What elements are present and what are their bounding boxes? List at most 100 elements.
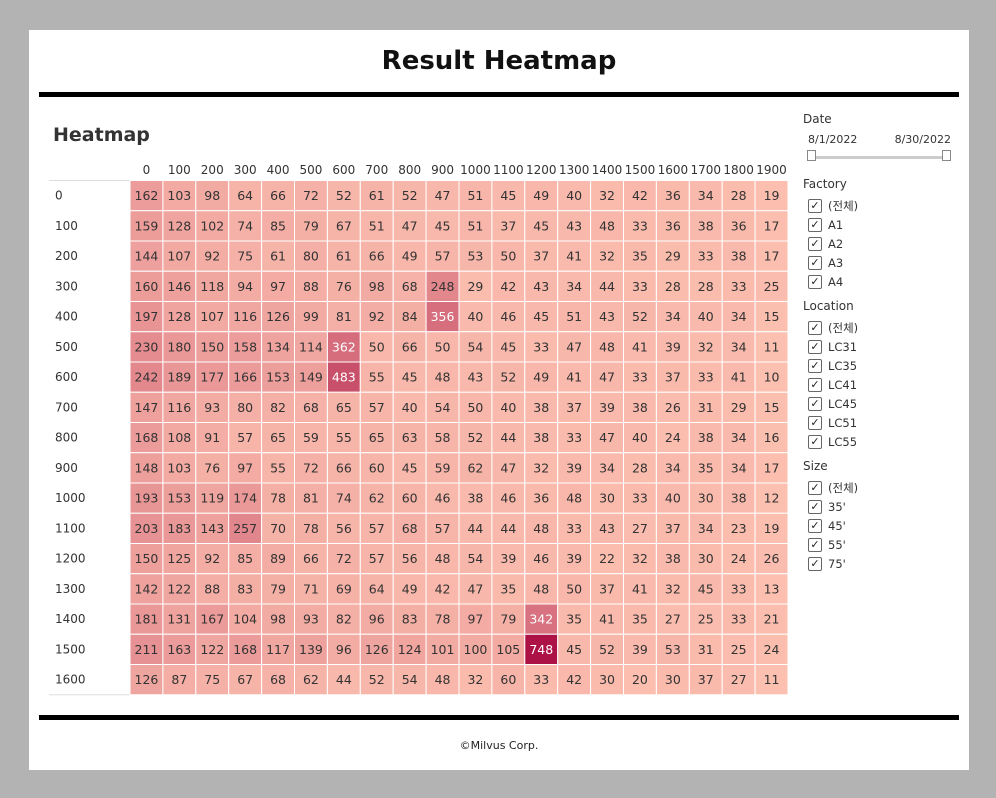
heatmap-cell[interactable]	[425, 210, 460, 242]
heatmap-cell[interactable]	[261, 301, 296, 333]
heatmap-cell[interactable]	[228, 391, 263, 423]
heatmap-cell[interactable]	[129, 361, 164, 393]
heatmap-cell[interactable]	[458, 543, 493, 575]
size-option[interactable]: ✓ 35'	[803, 497, 963, 516]
heatmap-cell[interactable]	[392, 270, 427, 302]
heatmap-cell[interactable]	[688, 603, 723, 635]
heatmap-cell[interactable]	[392, 482, 427, 514]
heatmap-cell[interactable]	[754, 543, 789, 575]
heatmap-cell[interactable]	[688, 301, 723, 333]
heatmap-cell[interactable]	[129, 240, 164, 272]
heatmap-cell[interactable]	[623, 391, 657, 423]
heatmap-cell[interactable]	[228, 180, 263, 212]
checkbox-icon[interactable]: ✓	[808, 320, 822, 335]
heatmap-cell[interactable]	[590, 270, 624, 302]
heatmap-cell[interactable]	[195, 664, 230, 696]
heatmap-cell[interactable]	[688, 180, 723, 212]
heatmap-cell[interactable]	[688, 573, 723, 605]
location-option[interactable]: ✓ (전체)	[803, 318, 963, 337]
heatmap-cell[interactable]	[590, 391, 624, 423]
heatmap-cell[interactable]	[228, 240, 263, 272]
heatmap-cell[interactable]	[425, 512, 460, 544]
heatmap-cell[interactable]	[162, 512, 197, 544]
heatmap-cell[interactable]	[261, 603, 296, 635]
heatmap-cell[interactable]	[491, 543, 526, 575]
date-range-slider[interactable]: 8/1/2022 8/30/2022	[803, 131, 963, 167]
heatmap-cell[interactable]	[590, 664, 624, 696]
heatmap-cell[interactable]	[129, 633, 164, 665]
heatmap-cell[interactable]	[458, 361, 493, 393]
heatmap-cell[interactable]	[261, 210, 296, 242]
heatmap-cell[interactable]	[129, 180, 164, 212]
heatmap-cell[interactable]	[195, 301, 230, 333]
heatmap-cell[interactable]	[458, 482, 493, 514]
checkbox-icon[interactable]: ✓	[808, 499, 822, 514]
heatmap-cell[interactable]	[326, 482, 361, 514]
heatmap-cell[interactable]	[294, 512, 328, 544]
factory-option[interactable]: ✓ (전체)	[803, 196, 963, 215]
heatmap-cell[interactable]	[326, 422, 361, 454]
location-option[interactable]: ✓ LC35	[803, 356, 963, 375]
heatmap-cell[interactable]	[359, 633, 394, 665]
heatmap-cell[interactable]	[359, 210, 394, 242]
heatmap-cell[interactable]	[458, 512, 493, 544]
heatmap-cell[interactable]	[228, 270, 263, 302]
heatmap-cell[interactable]	[392, 664, 427, 696]
heatmap-cell[interactable]	[655, 482, 690, 514]
heatmap-cell[interactable]	[491, 482, 526, 514]
heatmap-cell[interactable]	[491, 240, 526, 272]
checkbox-icon[interactable]: ✓	[808, 434, 822, 449]
heatmap-cell[interactable]	[721, 664, 756, 696]
heatmap-cell[interactable]	[688, 361, 723, 393]
heatmap-cell[interactable]	[655, 270, 690, 302]
heatmap-cell[interactable]	[754, 603, 789, 635]
checkbox-icon[interactable]: ✓	[808, 236, 822, 251]
heatmap-cell[interactable]	[557, 391, 592, 423]
heatmap-cell[interactable]	[524, 331, 559, 363]
heatmap-cell[interactable]	[162, 240, 197, 272]
heatmap-cell[interactable]	[162, 210, 197, 242]
heatmap-cell[interactable]	[557, 180, 592, 212]
heatmap-cell[interactable]	[425, 391, 460, 423]
heatmap-cell[interactable]	[392, 240, 427, 272]
heatmap-cell[interactable]	[425, 603, 460, 635]
heatmap-cell[interactable]	[294, 301, 328, 333]
heatmap-cell[interactable]	[129, 331, 164, 363]
heatmap-cell[interactable]	[162, 573, 197, 605]
heatmap-cell[interactable]	[721, 482, 756, 514]
heatmap-cell[interactable]	[557, 664, 592, 696]
heatmap-cell[interactable]	[754, 422, 789, 454]
heatmap-cell[interactable]	[754, 210, 789, 242]
heatmap-cell[interactable]	[261, 543, 296, 575]
heatmap-cell[interactable]	[524, 240, 559, 272]
heatmap-cell[interactable]	[392, 422, 427, 454]
heatmap-cell[interactable]	[326, 270, 361, 302]
heatmap-cell[interactable]	[491, 664, 526, 696]
heatmap-cell[interactable]	[195, 180, 230, 212]
checkbox-icon[interactable]: ✓	[808, 339, 822, 354]
heatmap-cell[interactable]	[458, 603, 493, 635]
heatmap-cell[interactable]	[623, 422, 657, 454]
heatmap-cell[interactable]	[655, 664, 690, 696]
checkbox-icon[interactable]: ✓	[808, 198, 822, 213]
size-option[interactable]: ✓ (전체)	[803, 478, 963, 497]
checkbox-icon[interactable]: ✓	[808, 377, 822, 392]
heatmap-cell[interactable]	[261, 422, 296, 454]
heatmap-cell[interactable]	[129, 391, 164, 423]
heatmap-cell[interactable]	[392, 301, 427, 333]
heatmap-cell[interactable]	[129, 210, 164, 242]
heatmap-cell[interactable]	[359, 301, 394, 333]
heatmap-cell[interactable]	[294, 543, 328, 575]
heatmap-cell[interactable]	[425, 543, 460, 575]
heatmap-cell[interactable]	[195, 573, 230, 605]
heatmap-cell[interactable]	[162, 543, 197, 575]
size-option[interactable]: ✓ 45'	[803, 516, 963, 535]
factory-option[interactable]: ✓ A1	[803, 215, 963, 234]
heatmap-cell[interactable]	[623, 361, 657, 393]
heatmap-cell[interactable]	[721, 240, 756, 272]
heatmap-cell[interactable]	[195, 270, 230, 302]
heatmap-cell[interactable]	[228, 603, 263, 635]
heatmap-cell[interactable]	[129, 603, 164, 635]
heatmap-cell[interactable]	[392, 603, 427, 635]
heatmap-cell[interactable]	[458, 270, 493, 302]
